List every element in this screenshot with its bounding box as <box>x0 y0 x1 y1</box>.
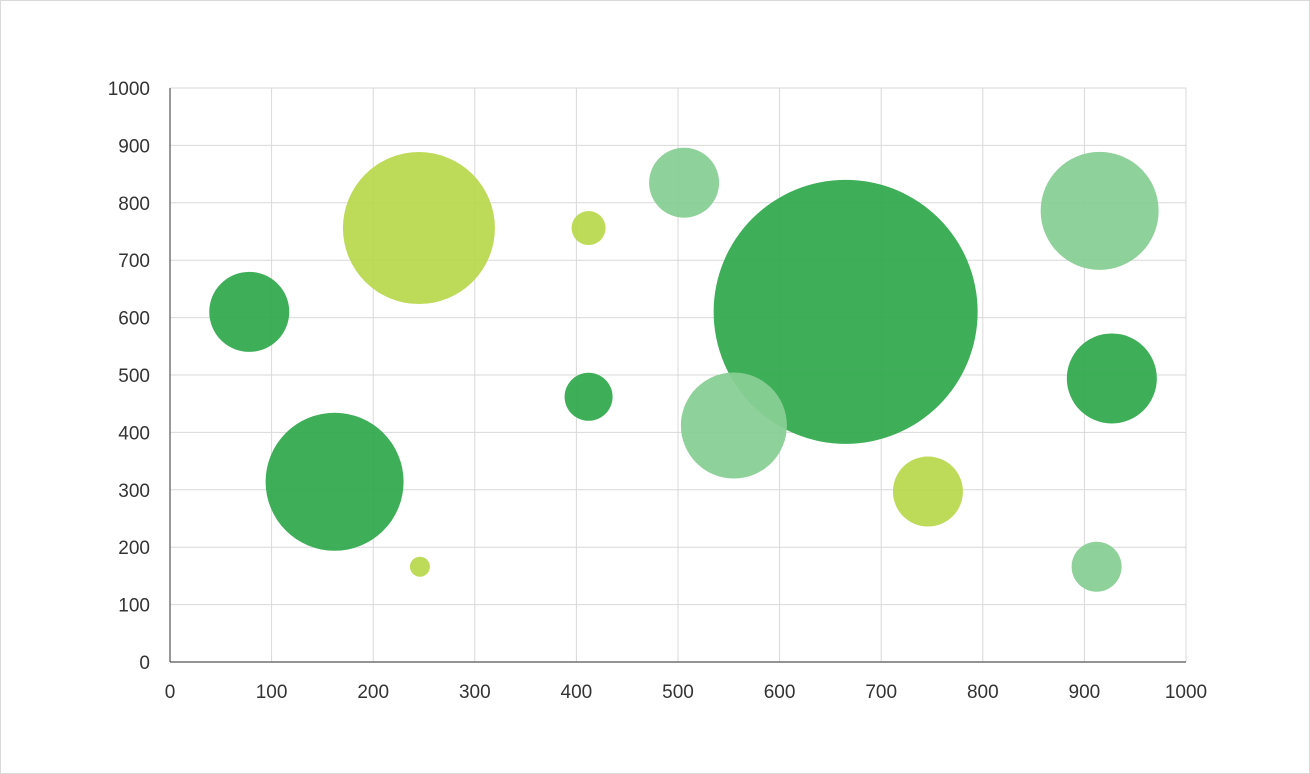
x-tick-label: 600 <box>764 682 796 703</box>
x-tick-label: 700 <box>865 682 897 703</box>
y-tick-label: 1000 <box>108 79 150 100</box>
y-tick-label: 300 <box>118 481 150 502</box>
y-tick-label: 500 <box>118 366 150 387</box>
x-tick-label: 500 <box>662 682 694 703</box>
y-tick-label: 800 <box>118 194 150 215</box>
x-tick-label: 300 <box>459 682 491 703</box>
x-tick-label: 400 <box>561 682 593 703</box>
tick-labels: 0 100 200 300 400 500 600 700 800 900 1000 0 100 200 3… <box>108 79 1207 703</box>
bubble <box>892 456 963 527</box>
bubble <box>564 372 613 421</box>
y-tick-label: 0 <box>139 653 150 674</box>
bubble <box>409 556 430 577</box>
bubble <box>680 372 787 479</box>
y-tick-label: 400 <box>118 423 150 444</box>
x-tick-label: 100 <box>256 682 288 703</box>
x-tick-label: 1000 <box>1165 682 1207 703</box>
bubble <box>1071 541 1122 592</box>
y-tick-label: 100 <box>118 596 150 617</box>
bubble <box>713 179 978 444</box>
bubble <box>1040 151 1159 270</box>
y-tick-label: 600 <box>118 309 150 330</box>
bubble <box>342 152 495 305</box>
x-tick-label: 200 <box>357 682 389 703</box>
bubble <box>265 412 404 551</box>
y-tick-label: 900 <box>118 136 150 157</box>
y-tick-label: 200 <box>118 538 150 559</box>
bubble <box>649 147 720 218</box>
bubble <box>209 271 290 352</box>
y-tick-label: 700 <box>118 251 150 272</box>
x-tick-label: 800 <box>967 682 999 703</box>
x-tick-label: 0 <box>165 682 176 703</box>
x-tick-label: 900 <box>1069 682 1101 703</box>
bubbles <box>209 147 1159 592</box>
bubble <box>571 211 606 246</box>
axes <box>169 88 1186 663</box>
bubble <box>1066 333 1157 424</box>
